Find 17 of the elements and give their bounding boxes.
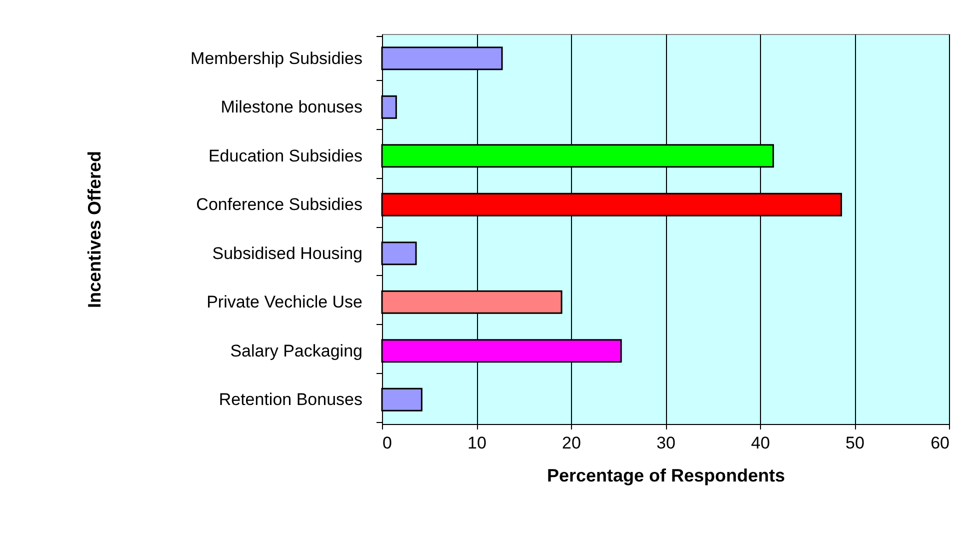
x-axis-title: Percentage of Respondents: [546, 466, 786, 486]
y-tick-label: Retention Bonuses: [218, 390, 362, 410]
x-tick-label: 60: [930, 434, 950, 452]
y-tick-label: Milestone bonuses: [220, 98, 362, 117]
y-tick-label: Private Vechicle Use: [206, 292, 362, 312]
y-tick-label: Salary Packaging: [230, 341, 362, 360]
x-tick-label: 40: [751, 434, 770, 452]
x-tick-label: 10: [468, 434, 486, 452]
y-tick-label: Membership Subsidies: [190, 48, 362, 68]
y-tick-label: Education Subsidies: [208, 146, 362, 166]
x-tick-label: 0: [382, 434, 392, 452]
x-tick-label: 50: [846, 434, 864, 452]
x-tick-label: 30: [656, 434, 676, 452]
y-tick-label: Conference Subsidies: [196, 195, 362, 214]
y-tick-label: Subsidised Housing: [212, 244, 362, 263]
x-tick-label: 20: [562, 434, 581, 452]
y-axis-title: Incentives Offered: [84, 150, 104, 308]
